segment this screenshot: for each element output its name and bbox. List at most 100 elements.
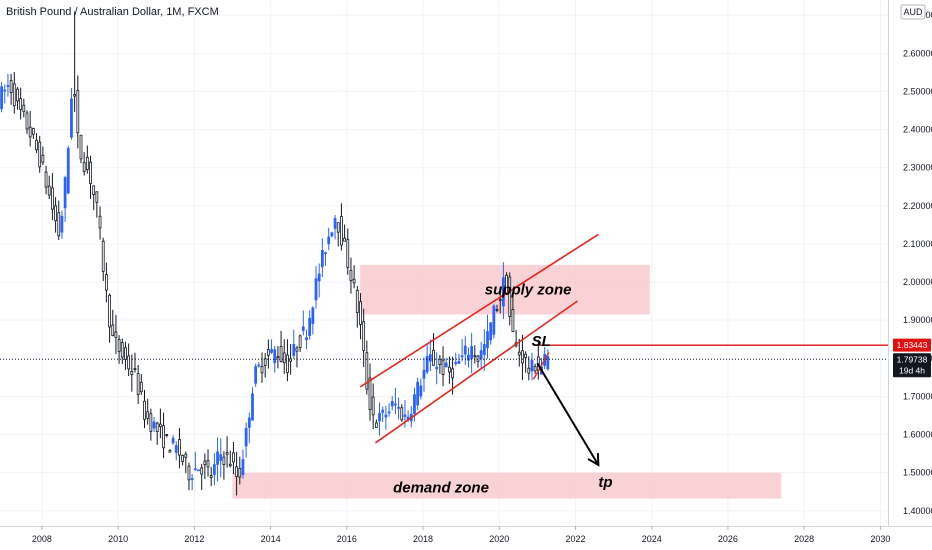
- candle: [251, 387, 254, 421]
- candle: [467, 347, 470, 368]
- candle: [276, 346, 280, 369]
- time-tick-labels: 2008 2010 2012 2014 2016 2018 2020 2022 2024 2026…: [32, 526, 890, 544]
- candle: [54, 197, 57, 233]
- candle: [184, 451, 188, 474]
- candle: [359, 293, 362, 340]
- candle: [35, 133, 38, 154]
- candle: [270, 339, 273, 355]
- candle: [441, 346, 445, 387]
- candle: [12, 72, 16, 114]
- candle: [130, 354, 134, 392]
- candle: [473, 345, 477, 364]
- candle: [444, 357, 448, 368]
- candle: [517, 338, 521, 367]
- demand-zone-label: demand zone: [393, 480, 489, 497]
- candle: [425, 344, 429, 375]
- supply-zone[interactable]: [360, 264, 650, 315]
- price-scale[interactable]: 1.400001.500001.600001.700001.800001.900…: [888, 0, 932, 526]
- x-tick-label: 2022: [565, 534, 585, 544]
- y-tick-label: 2.10000: [903, 239, 932, 249]
- candles: [0, 11, 550, 496]
- candle: [44, 165, 48, 195]
- y-tick-label: 2.20000: [903, 201, 932, 211]
- candle: [143, 389, 146, 429]
- candle: [181, 454, 185, 466]
- candle: [89, 155, 92, 199]
- candle: [222, 451, 226, 480]
- candle: [346, 228, 350, 275]
- candle: [92, 185, 96, 211]
- candle: [212, 453, 216, 486]
- candle: [482, 329, 486, 371]
- candle: [511, 295, 515, 332]
- x-tick-label: 2024: [642, 534, 662, 544]
- candle: [378, 402, 381, 436]
- candle: [266, 339, 270, 369]
- candle: [174, 441, 178, 461]
- candle: [254, 363, 258, 387]
- x-tick-label: 2018: [413, 534, 433, 544]
- candle: [225, 436, 229, 468]
- candle: [263, 353, 267, 378]
- time-scale[interactable]: 2008 2010 2012 2014 2016 2018 2020 2022 2024 2026…: [0, 526, 932, 550]
- candle: [133, 352, 137, 373]
- candle: [298, 334, 302, 352]
- candle: [492, 304, 496, 339]
- candle: [320, 238, 324, 278]
- candle: [238, 456, 242, 485]
- candle: [25, 110, 29, 135]
- candle: [247, 412, 251, 444]
- candle: [187, 462, 191, 491]
- candle: [79, 134, 83, 164]
- candle: [257, 362, 261, 368]
- candle: [108, 293, 111, 343]
- candle: [435, 352, 439, 385]
- candle: [397, 397, 400, 420]
- candle: [159, 408, 162, 439]
- candle: [400, 404, 404, 422]
- x-tick-label: 2028: [794, 534, 814, 544]
- candle: [232, 441, 235, 475]
- candle: [149, 408, 153, 441]
- tp-arrow-shaft[interactable]: [536, 362, 600, 466]
- candle: [38, 135, 42, 173]
- candle: [340, 203, 343, 251]
- candle: [343, 224, 346, 242]
- y-tick-label: 1.90000: [903, 315, 932, 325]
- candle: [162, 412, 165, 459]
- candle: [479, 341, 483, 368]
- candle: [203, 453, 207, 480]
- x-tick-label: 2008: [32, 534, 52, 544]
- channel-lower-line[interactable]: [374, 300, 578, 444]
- candle: [146, 398, 150, 425]
- candle: [273, 345, 277, 373]
- channel-upper-line[interactable]: [359, 233, 599, 388]
- candle: [508, 272, 512, 326]
- currency-badge[interactable]: [900, 4, 926, 20]
- candle: [260, 352, 264, 383]
- candle: [314, 266, 318, 309]
- zones: [232, 264, 782, 499]
- candle: [228, 450, 232, 468]
- candle: [219, 438, 223, 478]
- demand-zone[interactable]: [232, 472, 782, 499]
- short-trend-line[interactable]: [532, 352, 550, 380]
- candle: [301, 310, 305, 336]
- x-tick-label: 2010: [108, 534, 128, 544]
- candle: [155, 421, 159, 445]
- candle: [317, 263, 321, 298]
- x-tick-label: 2016: [337, 534, 357, 544]
- y-tick-label: 1.70000: [903, 391, 932, 401]
- candle: [73, 11, 77, 112]
- candle: [279, 330, 283, 363]
- candle: [365, 340, 369, 395]
- last-price-value: 1.79738: [897, 354, 928, 364]
- candle: [31, 127, 35, 139]
- candle: [286, 339, 289, 382]
- candle: [527, 356, 531, 381]
- candle: [190, 473, 194, 491]
- candle: [206, 449, 210, 477]
- candle: [209, 467, 213, 487]
- currency-badge-label: AUD: [903, 7, 923, 17]
